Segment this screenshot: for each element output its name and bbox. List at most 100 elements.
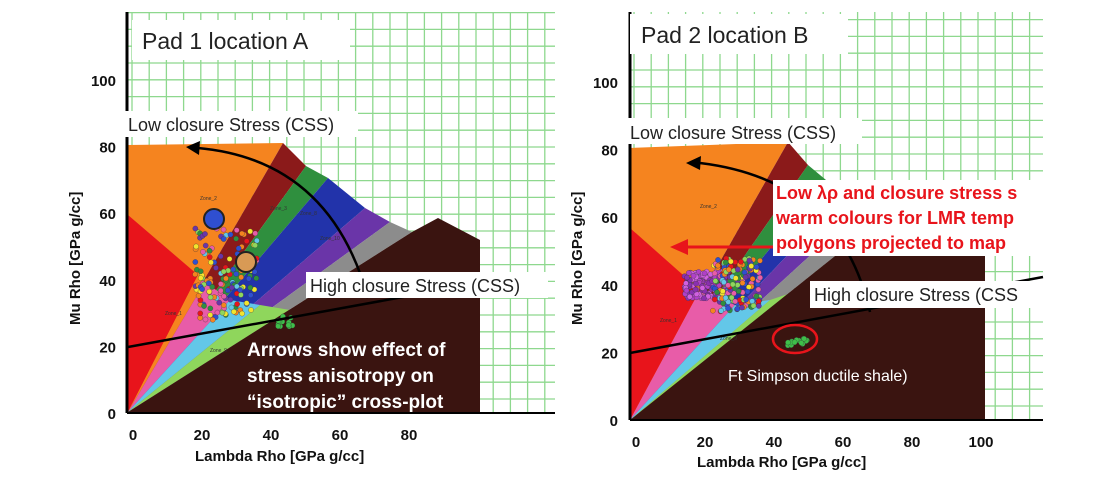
x-tick-label: 60 <box>835 434 852 451</box>
x-tick-label: 20 <box>194 427 211 444</box>
data-point <box>234 301 240 307</box>
data-point <box>216 299 223 306</box>
x-tick-label: 100 <box>968 434 993 451</box>
panel-2-note-line-1: Low λρ and closure stress s <box>776 183 1017 203</box>
data-point <box>233 227 240 233</box>
panel-2-note-line-2: warm colours for LMR temp <box>775 208 1014 228</box>
panel-2-high-css-label: High closure Stress (CSS <box>814 285 1018 305</box>
data-point <box>741 269 748 276</box>
data-point <box>228 304 235 311</box>
data-point <box>749 276 756 282</box>
data-point <box>201 303 207 309</box>
panel-2-title: Pad 2 location B <box>641 22 809 48</box>
data-point <box>686 270 692 276</box>
y-tick-label: 100 <box>593 75 618 92</box>
panel-1-zone-lightgreen <box>128 305 290 412</box>
data-point <box>749 298 755 304</box>
data-point <box>683 280 689 287</box>
data-point <box>712 296 718 303</box>
panel-1-orange-marker <box>235 251 257 273</box>
data-point <box>230 266 236 273</box>
data-point <box>209 284 215 290</box>
data-point <box>195 293 202 299</box>
data-point <box>690 272 697 279</box>
data-point <box>217 287 224 294</box>
data-point <box>220 236 227 242</box>
data-point <box>233 235 239 242</box>
data-point <box>699 285 706 291</box>
panel-1-stress-arrow <box>197 146 370 299</box>
data-point <box>729 281 736 288</box>
data-point <box>734 282 741 288</box>
x-tick-label: 60 <box>332 427 349 444</box>
panel-2-x-ticks: 0 20 40 60 80 100 <box>632 434 994 451</box>
panel-2-zone-pink <box>630 290 735 420</box>
data-point <box>202 242 209 249</box>
y-tick-label: 20 <box>601 345 618 362</box>
data-point <box>254 237 260 244</box>
data-point <box>206 254 213 260</box>
data-point <box>252 230 258 237</box>
data-point <box>238 292 244 298</box>
data-point <box>223 275 229 282</box>
panel-2-arrow-head <box>686 156 701 170</box>
panel-2-x-axis-label: Lambda Rho [GPa g/cc] <box>697 454 866 471</box>
x-tick-label: 80 <box>904 434 921 451</box>
data-point <box>701 270 708 277</box>
panel-1-note-line-2: stress anisotropy on <box>247 366 434 387</box>
y-tick-label: 60 <box>99 206 116 223</box>
panel-2-high-css-box <box>810 281 1043 308</box>
panel-1-zone-label: Zone_9 <box>210 348 227 354</box>
panel-1-zone-label: Zone_8 <box>300 211 317 217</box>
panel-2-shale-label: Ft Simpson ductile shale) <box>728 368 908 385</box>
data-point <box>757 257 763 264</box>
data-point <box>225 267 231 274</box>
data-point <box>712 278 719 284</box>
data-point <box>220 226 227 233</box>
panel-1-zone-pink <box>128 282 230 412</box>
data-point <box>734 266 741 273</box>
data-point <box>683 287 690 294</box>
data-point <box>728 258 734 265</box>
panel-2-y-ticks: 0 20 40 60 80 100 <box>593 75 618 430</box>
data-point <box>710 307 716 314</box>
data-point <box>227 296 234 303</box>
panel-1-title: Pad 1 location A <box>142 28 309 54</box>
data-point <box>714 289 720 296</box>
panel-2-red-arrow-head <box>670 239 688 255</box>
data-point <box>746 284 752 290</box>
data-point <box>721 279 727 285</box>
data-point <box>687 293 693 300</box>
data-point <box>200 249 206 255</box>
data-point <box>755 298 762 304</box>
x-tick-label: 80 <box>401 427 418 444</box>
data-point <box>251 269 258 275</box>
data-point <box>732 275 739 281</box>
data-point <box>218 281 224 287</box>
panel-2-title-box <box>630 14 848 54</box>
data-point <box>744 288 751 295</box>
data-point <box>735 288 742 294</box>
data-point <box>798 340 805 346</box>
panel-1-high-css-box <box>306 272 548 298</box>
data-point <box>726 266 732 273</box>
x-tick-label: 0 <box>129 427 137 444</box>
panel-2-low-css-box <box>626 118 862 144</box>
data-point <box>202 316 209 323</box>
data-point <box>197 310 203 317</box>
x-tick-label: 0 <box>632 434 640 451</box>
data-point <box>192 259 199 265</box>
panel-1-low-css-box <box>124 111 358 137</box>
data-point <box>791 339 798 345</box>
y-tick-label: 100 <box>91 73 116 90</box>
data-point <box>238 274 244 280</box>
data-point <box>684 274 690 281</box>
data-point <box>785 339 791 346</box>
panel-1-note-line-1: Arrows show effect of <box>247 340 446 361</box>
data-point <box>239 230 245 237</box>
data-point <box>192 225 199 232</box>
x-tick-label: 20 <box>697 434 714 451</box>
data-point <box>199 286 205 292</box>
data-point <box>227 231 234 238</box>
